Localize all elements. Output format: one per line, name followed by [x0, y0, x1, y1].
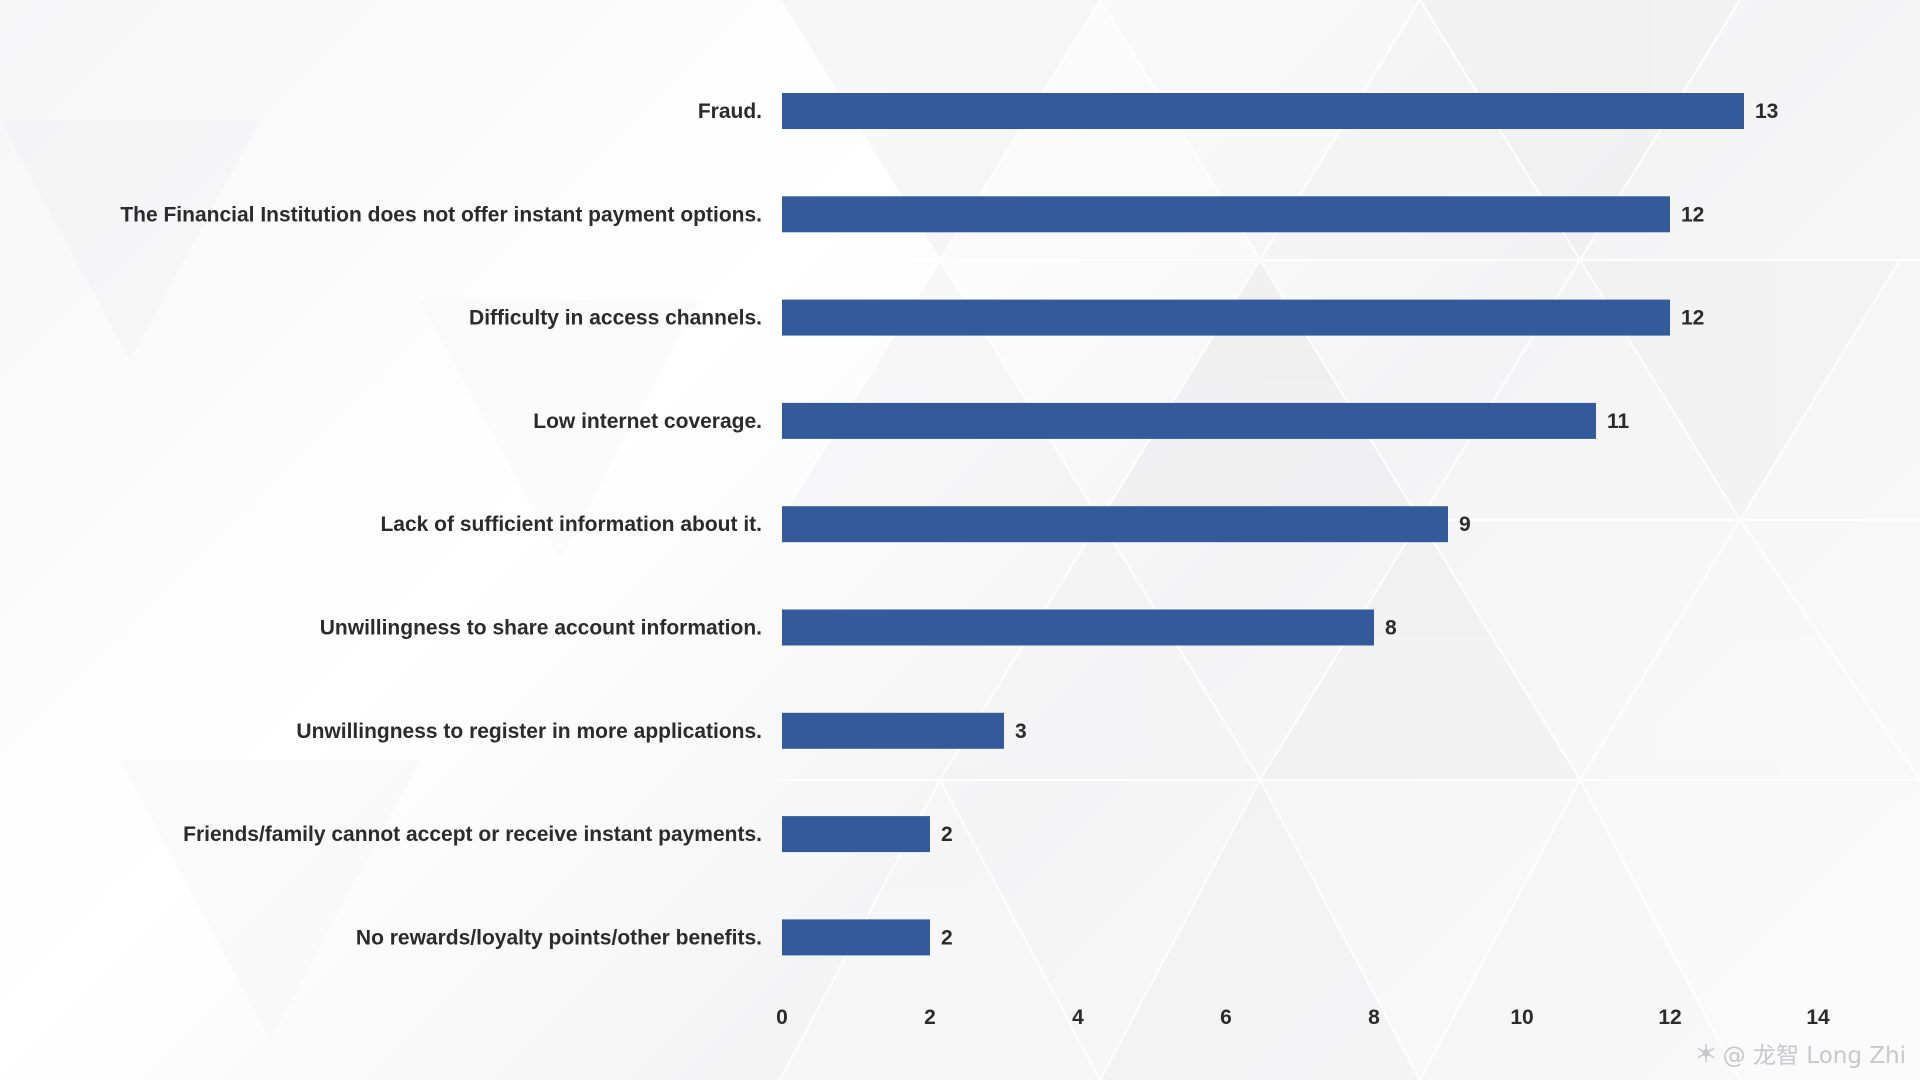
- x-tick-label: 6: [1220, 1006, 1232, 1029]
- value-label: 12: [1681, 203, 1704, 226]
- category-label: The Financial Institution does not offer…: [120, 203, 762, 226]
- bar-5: [782, 609, 1374, 646]
- category-label: Lack of sufficient information about it.: [380, 513, 762, 536]
- bar-0: [782, 93, 1744, 129]
- category-label: Fraud.: [698, 100, 762, 123]
- category-label: Friends/family cannot accept or receive …: [183, 823, 762, 846]
- bar-2: [782, 299, 1670, 336]
- value-labels: 13 12 12 11 9 8 3 2 2: [941, 100, 1778, 949]
- value-label: 13: [1755, 100, 1778, 123]
- value-label: 11: [1607, 410, 1630, 433]
- bar-6: [782, 712, 1004, 749]
- value-label: 8: [1385, 617, 1397, 640]
- category-label: Difficulty in access channels.: [469, 307, 762, 330]
- bar-4: [782, 506, 1448, 543]
- x-tick-label: 10: [1510, 1006, 1533, 1029]
- x-tick-label: 14: [1806, 1006, 1830, 1029]
- bars-layer: [782, 93, 1744, 956]
- bar-7: [782, 816, 930, 853]
- x-tick-label: 4: [1072, 1006, 1084, 1029]
- category-label: No rewards/loyalty points/other benefits…: [356, 926, 762, 949]
- bar-3: [782, 402, 1596, 439]
- category-labels: Fraud. The Financial Institution does not…: [120, 100, 762, 949]
- x-tick-label: 0: [776, 1006, 788, 1029]
- value-label: 2: [941, 823, 953, 846]
- watermark: @ 龙智 Long Zhi: [1695, 1036, 1906, 1070]
- x-axis-ticks: 0 2 4 6 8 10 12 14: [776, 1006, 1830, 1029]
- value-label: 3: [1015, 720, 1027, 743]
- bar-1: [782, 196, 1670, 233]
- category-label: Unwillingness to share account informati…: [320, 617, 762, 640]
- bar-8: [782, 919, 930, 956]
- value-label: 12: [1681, 307, 1704, 330]
- category-label: Low internet coverage.: [533, 410, 762, 433]
- snowflake-logo-icon: [1697, 1043, 1715, 1063]
- category-label: Unwillingness to register in more applic…: [296, 720, 762, 743]
- x-tick-label: 2: [924, 1006, 936, 1029]
- value-label: 2: [941, 926, 953, 949]
- value-label: 9: [1459, 513, 1471, 536]
- watermark-text: @ 龙智 Long Zhi: [1722, 1043, 1906, 1069]
- x-tick-label: 8: [1368, 1006, 1380, 1029]
- x-tick-label: 12: [1658, 1006, 1681, 1029]
